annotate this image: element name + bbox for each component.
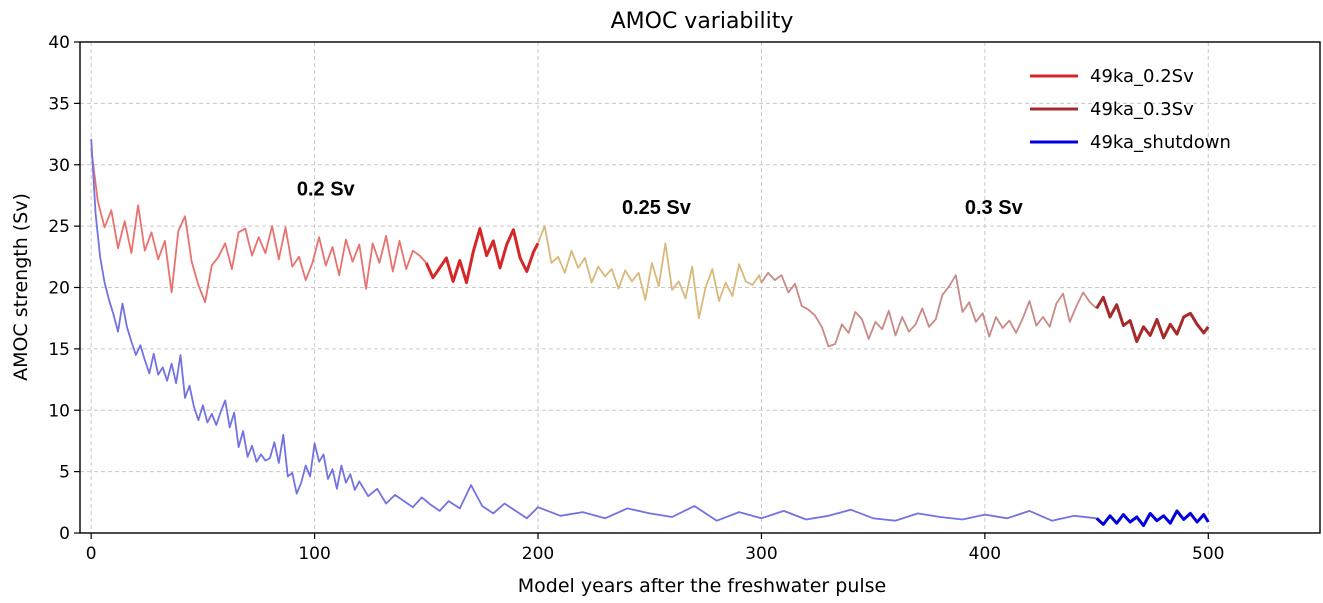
x-tick-label: 200	[522, 544, 554, 564]
x-tick-label: 100	[298, 544, 330, 564]
legend: 49ka_0.2Sv 49ka_0.3Sv 49ka_shutdown	[1030, 66, 1231, 153]
y-tick-label: 40	[48, 33, 70, 53]
y-tick-label: 25	[48, 217, 70, 237]
y-tick-label: 35	[48, 94, 70, 114]
series-line-background	[760, 271, 1098, 348]
x-tick-label: 400	[969, 544, 1001, 564]
legend-label: 49ka_shutdown	[1090, 132, 1231, 153]
series-line-49ka-0-3sv	[1095, 295, 1210, 343]
legend-label: 49ka_0.2Sv	[1090, 66, 1194, 87]
x-tick-label: 300	[745, 544, 777, 564]
series-line-background	[537, 225, 763, 320]
annotations: 0.2 Sv 0.25 Sv 0.3 Sv	[297, 178, 1024, 218]
series-line-49ka-shutdown	[1095, 509, 1210, 528]
y-tick-label: 15	[48, 340, 70, 360]
axis-ticks: 0 100 200 300 400 500 0 5 10 15 20 25 30 35 40	[48, 33, 1224, 564]
y-tick-label: 10	[48, 401, 70, 421]
y-tick-label: 5	[59, 463, 70, 483]
legend-label: 49ka_0.3Sv	[1090, 99, 1194, 120]
y-tick-label: 20	[48, 279, 70, 299]
y-tick-label: 30	[48, 156, 70, 176]
x-axis-label: Model years after the freshwater pulse	[518, 575, 886, 597]
y-tick-label: 0	[59, 524, 70, 544]
series-layer	[90, 138, 1210, 528]
x-tick-label: 500	[1192, 544, 1224, 564]
x-tick-label: 0	[86, 544, 97, 564]
annotation-label: 0.2 Sv	[297, 178, 356, 200]
chart-title: AMOC variability	[611, 9, 794, 34]
annotation-label: 0.3 Sv	[965, 197, 1024, 219]
series-line-49ka-0-2sv	[424, 227, 540, 285]
y-axis-label: AMOC strength (Sv)	[10, 193, 32, 381]
series-line-background	[90, 138, 1097, 522]
series-line-background	[90, 148, 427, 304]
annotation-label: 0.25 Sv	[622, 197, 692, 219]
